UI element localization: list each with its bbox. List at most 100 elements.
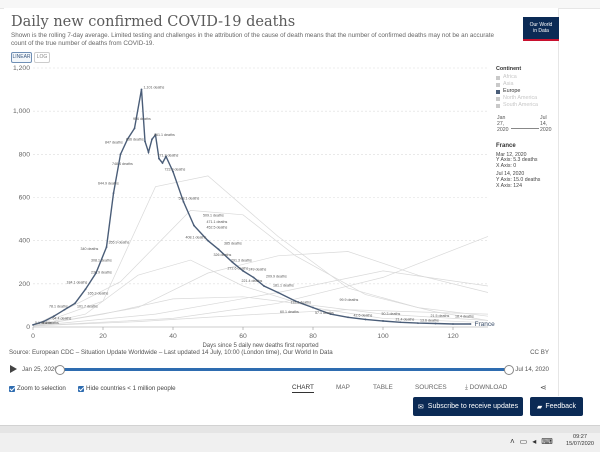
x-tick-label: 120: [447, 333, 459, 340]
legend-label: Asia: [503, 81, 514, 87]
data-label: 9.4 deaths: [42, 321, 59, 325]
legend-swatch: [496, 89, 500, 94]
legend-item-south-america[interactable]: South America: [496, 102, 556, 109]
legend-item-asia[interactable]: Asia: [496, 81, 556, 88]
timeline-slider[interactable]: Jan 25, 2020 Jul 14, 2020: [9, 364, 549, 376]
zoom-checkbox[interactable]: Zoom to selection: [9, 385, 66, 392]
legend-swatch: [496, 103, 500, 108]
volume-icon: ◂: [532, 437, 537, 446]
x-tick-label: 40: [169, 333, 177, 340]
series-point: [277, 291, 279, 294]
comment-icon: ▰: [536, 403, 543, 411]
series-point: [154, 134, 157, 136]
data-label: 748.4 deaths: [112, 162, 133, 166]
series-point: [263, 285, 265, 287]
data-label: 221.4 deaths: [242, 279, 263, 283]
play-icon[interactable]: [10, 365, 17, 373]
legend-swatch: [496, 82, 500, 87]
series-tooltip: France Mar 12, 2020 Y Axis: 5.3 deaths X A…: [496, 143, 556, 192]
y-tick-label: 1,200: [13, 65, 30, 72]
timeline-end-date: Jul 14, 2020: [515, 366, 549, 373]
tab-download[interactable]: ⤓ DOWNLOAD: [465, 384, 508, 391]
tab-map[interactable]: MAP: [336, 384, 350, 391]
legend-item-africa[interactable]: Africa: [496, 74, 556, 81]
x-tick-label: 100: [377, 333, 389, 340]
horizontal-scrollbar[interactable]: [0, 425, 600, 434]
subscribe-button[interactable]: ✉ Subscribe to receive updates: [413, 397, 523, 416]
log-scale-toggle[interactable]: LOG: [34, 52, 50, 63]
system-tray[interactable]: ˄ ▭ ◂ ⌨: [510, 437, 553, 446]
mini-timeline-end: Jul 14, 2020: [540, 115, 552, 133]
data-label: 340 deaths: [81, 247, 99, 251]
data-label: 181.1 deaths: [273, 284, 294, 288]
data-label: 60.1 deaths: [280, 310, 299, 314]
y-tick-label: 800: [19, 151, 31, 158]
context-series-line: [32, 251, 489, 327]
hide-label: Hide countries < 1 million people: [86, 385, 176, 392]
feedback-button[interactable]: ▰ Feedback: [530, 397, 583, 416]
data-label: 112.9 deaths: [291, 300, 312, 304]
x-axis-label: Days since 5 daily new deaths first repo…: [202, 343, 318, 349]
legend-label: Africa: [503, 74, 517, 80]
mini-timeline-start: Jan 27, 2020: [497, 115, 509, 133]
data-label: 847 deaths: [105, 141, 123, 145]
license-label[interactable]: CC BY: [530, 349, 549, 356]
series-point: [158, 157, 160, 160]
series-point: [252, 276, 255, 279]
owid-logo[interactable]: Our World in Data: [523, 17, 559, 41]
data-label: 291.3 deaths: [231, 258, 252, 262]
mini-timeline-bar: [511, 128, 539, 129]
tab-sources[interactable]: SOURCES: [415, 384, 447, 391]
timeline-start-handle[interactable]: [55, 365, 65, 375]
legend-title: Continent: [496, 66, 522, 72]
data-label: 385 deaths: [224, 241, 242, 245]
series-point: [382, 320, 384, 322]
share-icon[interactable]: ⋖: [540, 383, 547, 392]
data-label: 230.9 deaths: [91, 271, 112, 275]
data-label: 408.1 deaths: [186, 236, 207, 240]
timeline-end-handle[interactable]: [504, 365, 514, 375]
series-point: [74, 302, 76, 305]
tab-table[interactable]: TABLE: [373, 384, 393, 391]
logo-line-1: Our World: [529, 22, 553, 28]
series-point: [434, 322, 437, 325]
legend-item-europe[interactable]: Europe: [496, 88, 556, 95]
data-label: 723.9 deaths: [165, 168, 186, 172]
data-label: 99.9 deaths: [340, 298, 359, 302]
tab-chart[interactable]: CHART: [292, 384, 314, 393]
data-label: 355.9 deaths: [109, 241, 130, 245]
series-point: [172, 170, 174, 173]
source-text: Source: European CDC – Situation Update …: [9, 349, 333, 356]
context-series-line: [32, 210, 489, 327]
data-label: 18.4 deaths: [455, 314, 474, 318]
linear-scale-toggle[interactable]: LINEAR: [11, 52, 32, 63]
chart-controls: Zoom to selection Hide countries < 1 mil…: [9, 382, 549, 396]
data-label: 308.1 deaths: [91, 258, 112, 262]
data-label: 326 deaths: [214, 253, 232, 257]
series-point: [161, 162, 164, 164]
series-point: [217, 248, 220, 251]
series-point: [133, 127, 136, 130]
data-label: 509.1 deaths: [203, 213, 224, 217]
series-point: [417, 322, 419, 325]
y-tick-label: 1,000: [13, 108, 30, 115]
hide-small-countries-checkbox[interactable]: Hide countries < 1 million people: [78, 385, 176, 392]
data-label: 5.1 deaths: [35, 321, 52, 325]
context-series-line: [32, 175, 489, 327]
data-label: 956 deaths: [133, 117, 151, 121]
series-point: [147, 151, 150, 154]
chart-subtitle: Shown is the rolling 7-day average. Limi…: [11, 32, 495, 47]
series-point: [182, 200, 185, 203]
series-point: [347, 316, 349, 319]
windows-taskbar: [0, 433, 600, 452]
taskbar-clock[interactable]: 09:27 15/07/2020: [566, 434, 594, 447]
data-label: 21.4 deaths: [396, 318, 415, 322]
data-label: 165.3 deaths: [88, 292, 109, 296]
series-point: [32, 323, 34, 326]
series-point: [364, 318, 367, 321]
timeline-track[interactable]: [58, 368, 508, 371]
legend-label: North America: [503, 95, 538, 101]
y-tick-label: 400: [19, 238, 31, 245]
x-tick-label: 0: [31, 333, 35, 340]
legend-item-north-america[interactable]: North America: [496, 95, 556, 102]
